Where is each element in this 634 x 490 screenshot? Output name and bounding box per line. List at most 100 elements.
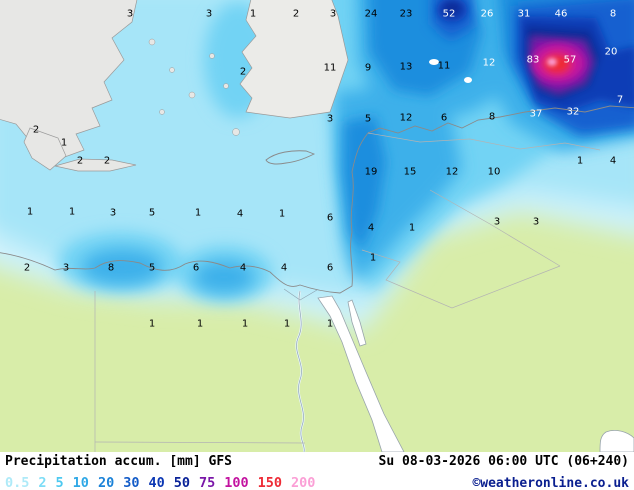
precip-value: 4 — [280, 262, 288, 274]
precip-value: 1 — [408, 222, 416, 234]
precip-value: 5 — [148, 262, 156, 274]
precip-value: 5 — [148, 207, 156, 219]
precip-value: 5 — [364, 113, 372, 125]
precip-value: 31 — [517, 8, 531, 20]
precip-value: 7 — [616, 94, 624, 106]
footer-legend-row: 0.5 2 5 10 20 30 40 50 75 100 150 200 ©weatheronlin… — [5, 472, 629, 490]
precip-value: 8 — [488, 111, 496, 123]
legend-value: 50 — [173, 475, 190, 490]
precip-value: 3 — [532, 216, 540, 228]
precipitation-shading — [0, 0, 634, 332]
precip-value: 3 — [326, 113, 334, 125]
legend-value: 200 — [291, 475, 316, 490]
precip-value: 46 — [554, 8, 568, 20]
land-greece-anatolia — [0, 0, 349, 172]
precip-value: 1 — [194, 207, 202, 219]
precip-value: 37 — [529, 108, 543, 120]
copyright: ©weatheronline.co.uk — [472, 476, 629, 490]
precip-value: 8 — [609, 8, 617, 20]
precip-value: 3 — [62, 262, 70, 274]
precip-value: 9 — [364, 62, 372, 74]
legend-value: 20 — [97, 475, 115, 490]
cyprus-outline — [265, 150, 316, 165]
precip-value: 3 — [329, 8, 337, 20]
precip-value: 2 — [76, 155, 84, 167]
precip-value: 12 — [482, 57, 496, 69]
precip-value: 1 — [68, 206, 76, 218]
nile-river — [283, 288, 318, 452]
precip-value: 15 — [403, 166, 417, 178]
precip-value: 2 — [23, 262, 31, 274]
legend-value: 0.5 — [5, 475, 30, 490]
precip-value: 1 — [326, 318, 334, 330]
legend-value: 30 — [123, 475, 140, 490]
legend-value: 40 — [148, 475, 165, 490]
precip-value: 23 — [399, 8, 413, 20]
precip-value: 57 — [563, 54, 577, 66]
precip-value: 1 — [249, 8, 257, 20]
map-area: 3 3 1 2 3 24 23 52 26 31 46 8 2 11 9 13 11 12 83 57 20 3 5 12 6 8… — [0, 0, 634, 452]
legend: 0.5 2 5 10 20 30 40 50 75 100 150 200 — [5, 472, 324, 490]
precip-value: 4 — [239, 262, 247, 274]
legend-value: 75 — [199, 475, 216, 490]
precip-value: 12 — [399, 112, 413, 124]
precip-value: 1 — [60, 137, 68, 149]
legend-value: 10 — [72, 475, 89, 490]
precip-value: 10 — [487, 166, 501, 178]
precip-value: 2 — [239, 66, 247, 78]
precip-value: 4 — [236, 208, 244, 220]
precip-value: 1 — [369, 252, 377, 264]
precip-value: 3 — [126, 8, 134, 20]
legend-value: 5 — [55, 475, 64, 490]
legend-value: 150 — [257, 475, 283, 490]
precip-value: 1 — [148, 318, 156, 330]
map-datetime: Su 08-03-2026 06:00 UTC (06+240) — [378, 454, 629, 469]
precip-value: 4 — [367, 222, 375, 234]
precip-value: 20 — [604, 46, 618, 58]
precip-value: 6 — [192, 262, 200, 274]
precip-value: 3 — [109, 207, 117, 219]
lake — [429, 59, 439, 65]
precip-value: 52 — [442, 8, 456, 20]
precip-value: 4 — [609, 155, 617, 167]
precip-value: 83 — [526, 54, 540, 66]
gulf-of-aqaba — [347, 299, 367, 347]
precip-value: 2 — [103, 155, 111, 167]
precip-value: 6 — [326, 212, 334, 224]
precipitation-map — [0, 0, 634, 452]
precip-value: 1 — [196, 318, 204, 330]
precip-value: 6 — [326, 262, 334, 274]
footer-bar: Precipitation accum. [mm] GFS Su 08-03-2… — [0, 452, 634, 490]
precip-value: 11 — [323, 62, 337, 74]
precip-value: 1 — [241, 318, 249, 330]
crete-island — [54, 158, 137, 172]
precip-value: 2 — [32, 124, 40, 136]
precip-value: 1 — [26, 206, 34, 218]
precip-value: 12 — [445, 166, 459, 178]
water-features — [317, 59, 634, 452]
lake — [464, 77, 472, 83]
west-anatolia — [239, 0, 349, 119]
map-values-layer: 3 3 1 2 3 24 23 52 26 31 46 8 2 11 9 13 11 12 83 57 20 3 5 12 6 8… — [23, 8, 624, 330]
red-sea — [317, 295, 405, 452]
precip-value: 1 — [283, 318, 291, 330]
footer-title-row: Precipitation accum. [mm] GFS Su 08-03-2… — [5, 454, 629, 469]
coastlines — [0, 105, 634, 294]
country-borders — [94, 132, 601, 452]
precip-value: 13 — [399, 61, 413, 73]
legend-value: 2 — [38, 475, 47, 490]
precip-value: 2 — [292, 8, 300, 20]
precip-value: 8 — [107, 262, 115, 274]
precip-value: 32 — [566, 106, 580, 118]
precip-value: 24 — [364, 8, 378, 20]
precip-value: 19 — [364, 166, 378, 178]
precip-value: 3 — [205, 8, 213, 20]
legend-value: 100 — [224, 475, 249, 490]
precip-value: 6 — [440, 112, 448, 124]
precip-value: 11 — [437, 60, 451, 72]
precip-value: 26 — [480, 8, 494, 20]
precip-value: 3 — [493, 216, 501, 228]
precip-value: 1 — [278, 208, 286, 220]
map-title: Precipitation accum. [mm] GFS — [5, 454, 232, 469]
